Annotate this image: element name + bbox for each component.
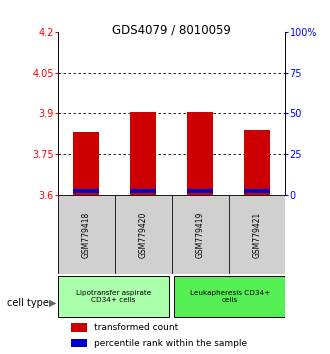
Bar [73,189,99,193]
Text: transformed count: transformed count [94,323,179,332]
Text: GSM779418: GSM779418 [82,211,91,258]
Bar [244,130,270,195]
Bar [73,132,99,195]
Bar [187,112,213,195]
Bar [130,189,156,193]
Text: GDS4079 / 8010059: GDS4079 / 8010059 [112,23,231,36]
Text: ▶: ▶ [49,298,56,308]
FancyBboxPatch shape [58,195,115,274]
Bar [71,324,87,332]
Text: cell type: cell type [7,298,49,308]
Text: Lipotransfer aspirate
CD34+ cells: Lipotransfer aspirate CD34+ cells [76,290,151,303]
Text: GSM779421: GSM779421 [252,211,261,258]
FancyBboxPatch shape [115,195,172,274]
Text: GSM779419: GSM779419 [196,211,205,258]
FancyBboxPatch shape [175,276,285,316]
Bar [130,112,156,195]
FancyBboxPatch shape [58,276,169,316]
Text: Leukapheresis CD34+
cells: Leukapheresis CD34+ cells [190,290,270,303]
FancyBboxPatch shape [172,195,228,274]
Bar [71,339,87,347]
Bar [187,189,213,193]
FancyBboxPatch shape [228,195,285,274]
Bar [244,189,270,193]
Text: percentile rank within the sample: percentile rank within the sample [94,339,247,348]
Text: GSM779420: GSM779420 [139,211,148,258]
